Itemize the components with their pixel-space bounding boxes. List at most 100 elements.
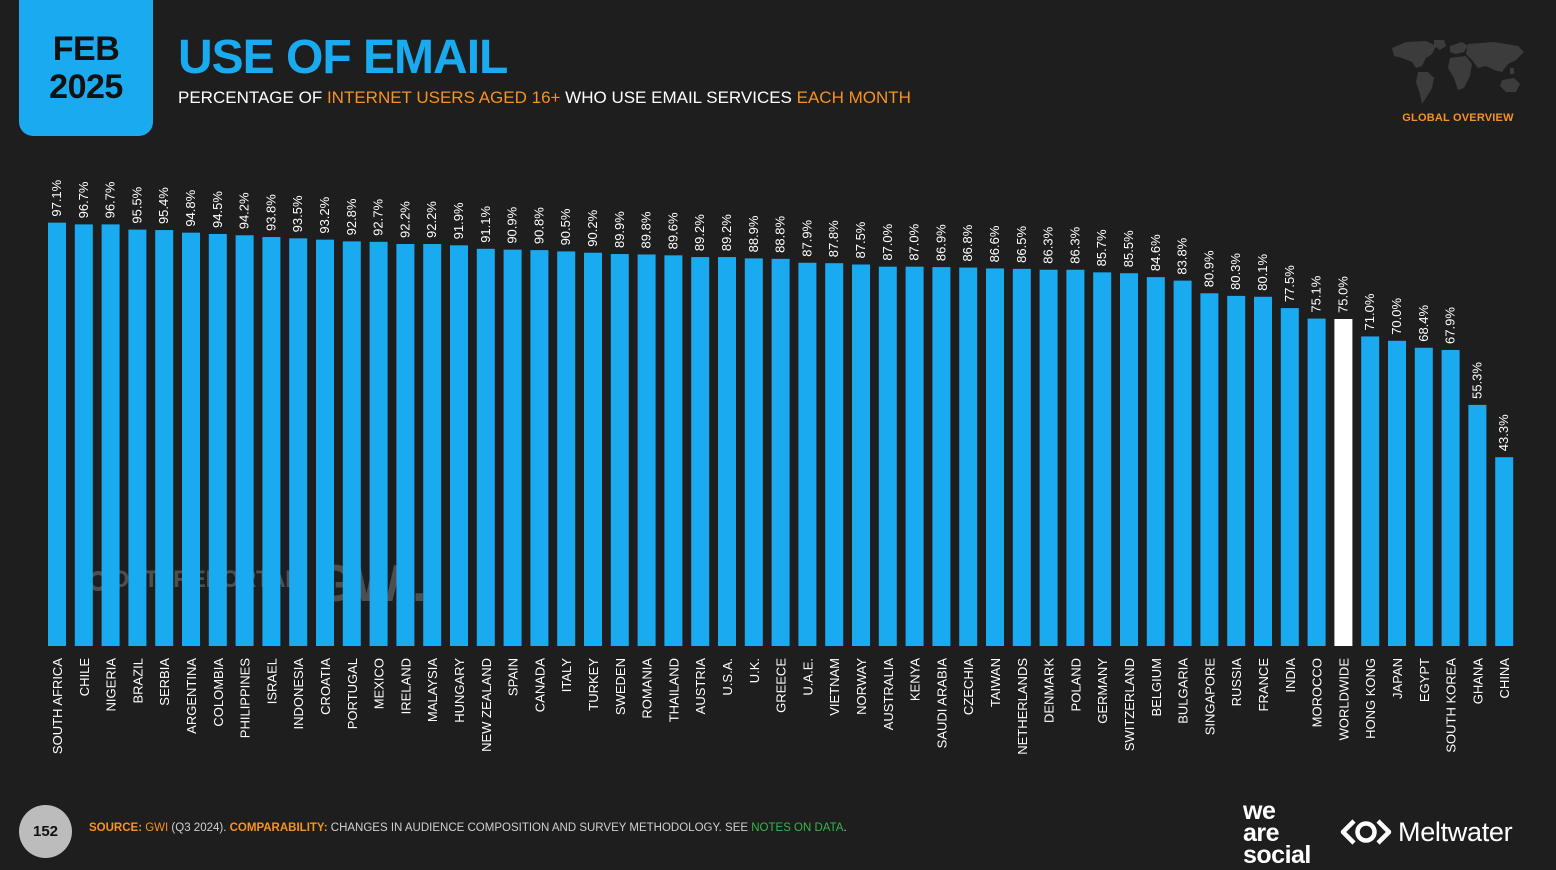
value-label: 91.9% — [451, 202, 466, 239]
value-label: 75.0% — [1335, 276, 1350, 313]
category-label: SINGAPORE — [1202, 658, 1217, 736]
category-label: CHILE — [77, 658, 92, 697]
category-label: SPAIN — [506, 658, 521, 696]
value-label: 87.5% — [853, 221, 868, 258]
bar-germany — [1093, 272, 1112, 646]
bar-india — [1280, 308, 1299, 646]
bar-netherlands — [1012, 268, 1031, 646]
value-label: 94.8% — [183, 189, 198, 226]
source-detail: (Q3 2024). — [168, 822, 230, 834]
bar-bulgaria — [1173, 280, 1192, 646]
value-label: 80.3% — [1228, 253, 1243, 290]
bar-turkey — [584, 252, 602, 646]
value-label: 70.0% — [1389, 297, 1404, 334]
category-label: CROATIA — [318, 658, 333, 715]
value-label: 89.8% — [639, 211, 654, 248]
bar-greece — [771, 258, 790, 646]
value-label: 95.5% — [129, 186, 144, 223]
value-label: 67.9% — [1443, 307, 1458, 344]
category-label: THAILAND — [666, 658, 681, 722]
bar-worldwide — [1334, 319, 1353, 646]
source-note: SOURCE: GWI (Q3 2024). COMPARABILITY: CH… — [89, 822, 847, 834]
bar-philippines — [235, 235, 254, 646]
logo-are: are — [1243, 819, 1280, 847]
bar-u-s-a- — [718, 257, 736, 646]
bar-brazil — [128, 229, 147, 646]
bar-vietnam — [825, 263, 844, 646]
source-label: SOURCE: — [89, 822, 143, 834]
bar-singapore — [1200, 293, 1219, 646]
value-label: 87.9% — [799, 219, 814, 256]
value-label: 93.8% — [263, 194, 278, 231]
bar-portugal — [342, 241, 361, 646]
value-label: 86.6% — [987, 225, 1002, 262]
category-label: JAPAN — [1390, 658, 1405, 699]
value-label: 93.2% — [317, 196, 332, 233]
value-label: 71.0% — [1362, 293, 1377, 330]
category-label: AUSTRALIA — [881, 658, 896, 731]
value-label: 92.2% — [424, 201, 439, 238]
category-label: U.A.E. — [800, 658, 815, 696]
value-label: 86.5% — [1014, 226, 1029, 263]
category-label: MEXICO — [372, 658, 387, 709]
date-year: 2025 — [49, 68, 123, 106]
value-label: 87.0% — [880, 223, 895, 260]
bar-taiwan — [986, 268, 1004, 646]
value-label: 75.1% — [1309, 275, 1324, 312]
bar-u-k- — [744, 258, 763, 646]
logo-we: we — [1243, 797, 1276, 825]
category-label: INDONESIA — [291, 658, 306, 730]
bar-sweden — [610, 254, 629, 646]
category-label: HONG KONG — [1363, 658, 1378, 739]
bar-egypt — [1414, 347, 1433, 646]
category-label: SERBIA — [157, 658, 172, 706]
bar-denmark — [1039, 269, 1058, 646]
category-label: AUSTRIA — [693, 658, 708, 715]
bar-u-a-e- — [798, 262, 817, 646]
bar-south-korea — [1441, 349, 1460, 646]
value-label: 87.0% — [907, 223, 922, 260]
bar-switzerland — [1120, 273, 1138, 646]
category-label: RUSSIA — [1229, 658, 1244, 707]
bar-morocco — [1307, 318, 1326, 646]
category-label: NEW ZEALAND — [479, 658, 494, 752]
chart-bars — [48, 222, 1514, 647]
meltwater-wordmark: Meltwater — [1398, 816, 1513, 847]
category-label: IRELAND — [398, 658, 413, 714]
category-label: CANADA — [532, 658, 547, 713]
category-label: SOUTH KOREA — [1444, 658, 1459, 753]
value-label: 95.4% — [156, 187, 171, 224]
bar-hong-kong — [1361, 336, 1380, 646]
category-label: MALAYSIA — [425, 658, 440, 722]
category-label: EGYPT — [1417, 658, 1432, 702]
value-label: 89.2% — [719, 214, 734, 251]
bar-ireland — [396, 244, 415, 646]
we-are-social-logo: we are social — [1243, 797, 1311, 869]
category-label: CZECHIA — [961, 658, 976, 715]
category-label: TAIWAN — [988, 658, 1003, 707]
value-label: 80.1% — [1255, 253, 1270, 290]
bar-israel — [262, 237, 281, 647]
subtitle-part2: WHO USE EMAIL SERVICES — [560, 88, 797, 107]
bar-chile — [74, 224, 93, 646]
bar-serbia — [155, 230, 174, 646]
category-label: ITALY — [559, 658, 574, 693]
category-label: NETHERLANDS — [1015, 658, 1030, 755]
bar-norway — [852, 264, 870, 646]
value-label: 68.4% — [1416, 304, 1431, 341]
category-label: PHILIPPINES — [238, 658, 253, 739]
bar-romania — [637, 254, 656, 647]
value-label: 96.7% — [103, 181, 118, 218]
logo-social: social — [1243, 841, 1311, 869]
bar-japan — [1388, 340, 1406, 646]
notes-on-data-link[interactable]: NOTES ON DATA — [751, 822, 844, 834]
subtitle-part1: PERCENTAGE OF — [178, 88, 327, 107]
bar-malaysia — [423, 244, 442, 646]
value-label: 89.9% — [612, 211, 627, 248]
category-label: ARGENTINA — [184, 658, 199, 734]
value-label: 90.5% — [558, 208, 573, 245]
value-label: 86.3% — [1067, 226, 1082, 263]
value-label: 94.5% — [210, 191, 225, 228]
meltwater-logo: Meltwater — [1340, 814, 1513, 850]
category-label: SAUDI ARABIA — [934, 658, 949, 749]
